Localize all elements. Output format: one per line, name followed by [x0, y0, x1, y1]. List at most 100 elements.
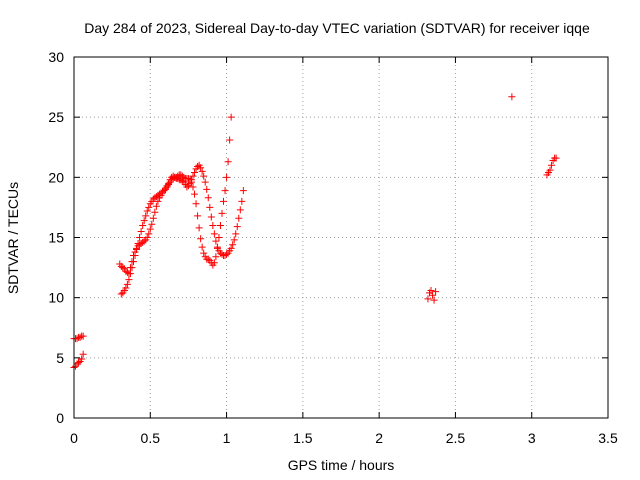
- x-tick-label: 3: [528, 430, 536, 446]
- data-point: [79, 350, 87, 358]
- data-point: [427, 286, 435, 294]
- data-point: [143, 234, 151, 241]
- y-tick-label: 30: [48, 49, 64, 65]
- data-point: [125, 276, 133, 284]
- data-point: [128, 258, 136, 266]
- y-tick-label: 20: [48, 169, 64, 185]
- data-point: [187, 178, 195, 186]
- data-point: [200, 172, 208, 180]
- data-point: [215, 234, 223, 241]
- data-point: [552, 154, 560, 162]
- data-point: [73, 335, 81, 343]
- data-point: [546, 166, 554, 174]
- x-tick-label: 2.5: [446, 430, 466, 446]
- data-point: [424, 295, 432, 303]
- data-point: [197, 164, 205, 172]
- data-point: [145, 203, 153, 211]
- data-point: [212, 253, 220, 261]
- data-point: [119, 264, 127, 272]
- data-point: [140, 217, 148, 225]
- plot-frame: [73, 56, 609, 419]
- data-point: [209, 221, 217, 229]
- y-tick-label: 10: [48, 290, 64, 306]
- grid: [74, 57, 608, 418]
- data-point: [197, 235, 205, 243]
- data-point: [213, 244, 221, 252]
- data-point: [224, 158, 232, 166]
- y-tick-label: 15: [48, 230, 64, 246]
- data-point: [223, 173, 231, 181]
- data-point: [149, 214, 157, 222]
- data-point: [233, 223, 241, 231]
- data-point: [195, 224, 203, 232]
- data-point: [218, 209, 226, 217]
- data-point: [180, 173, 188, 181]
- data-point: [142, 212, 150, 220]
- data-point: [78, 355, 86, 363]
- data-point: [154, 197, 162, 205]
- y-tick-label: 0: [56, 410, 64, 426]
- data-point: [239, 187, 247, 195]
- data-point: [200, 249, 208, 257]
- data-point: [191, 169, 199, 177]
- data-point: [148, 220, 156, 228]
- data-point: [430, 296, 438, 304]
- data-point: [137, 227, 145, 235]
- data-point: [210, 259, 218, 267]
- data-point: [122, 284, 130, 292]
- chart-title: Day 284 of 2023, Sidereal Day-to-day VTE…: [84, 20, 590, 36]
- data-point: [123, 280, 131, 288]
- data-point: [192, 200, 200, 208]
- data-point: [136, 234, 144, 241]
- data-point: [210, 230, 218, 238]
- data-point: [123, 268, 131, 276]
- data-point: [204, 194, 212, 202]
- data-point: [130, 252, 138, 260]
- data-point: [146, 225, 154, 233]
- data-point: [198, 243, 206, 251]
- data-point: [216, 221, 224, 229]
- data-point: [131, 248, 139, 256]
- data-point: [151, 208, 159, 216]
- data-point: [194, 212, 202, 220]
- data-point: [189, 183, 197, 191]
- data-point: [226, 136, 234, 144]
- data-point: [189, 172, 197, 180]
- data-point: [201, 178, 209, 186]
- data-point: [191, 190, 199, 198]
- data-point: [184, 175, 192, 183]
- y-axis-title: SDTVAR / TECUs: [5, 182, 21, 294]
- data-point: [206, 203, 214, 211]
- data-point: [126, 264, 134, 272]
- data-point: [238, 197, 246, 205]
- data-point: [198, 167, 206, 175]
- x-tick-labels: 0 0.5 1 1.5 2 2.5 3 3.5: [70, 430, 618, 446]
- x-tick-label: 0: [70, 430, 78, 446]
- x-tick-label: 1.5: [293, 430, 313, 446]
- x-tick-label: 1: [223, 430, 231, 446]
- data-point: [230, 236, 238, 244]
- x-axis-title: GPS time / hours: [288, 457, 395, 473]
- y-tick-labels: 0 5 10 15 20 25 30: [48, 49, 64, 426]
- y-tick-label: 5: [56, 350, 64, 366]
- data-point: [125, 270, 133, 278]
- data-point: [548, 161, 556, 169]
- data-point: [145, 230, 153, 238]
- data-point: [235, 214, 243, 222]
- data-point: [227, 244, 235, 252]
- x-tick-label: 0.5: [141, 430, 161, 446]
- data-point: [194, 163, 202, 171]
- data-point: [203, 185, 211, 193]
- data-point: [79, 332, 87, 340]
- data-point: [152, 202, 160, 210]
- data-point: [232, 230, 240, 238]
- data-point: [140, 237, 148, 245]
- data-point: [229, 241, 237, 249]
- data-points: [70, 93, 560, 371]
- data-point: [429, 291, 437, 299]
- x-tick-label: 3.5: [598, 430, 618, 446]
- data-point: [207, 213, 215, 221]
- data-point: [508, 93, 516, 101]
- data-point: [432, 288, 440, 296]
